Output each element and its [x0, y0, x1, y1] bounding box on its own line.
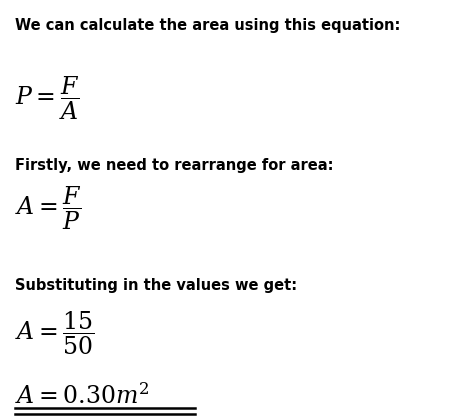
Text: $P = \dfrac{F}{A}$: $P = \dfrac{F}{A}$: [15, 75, 79, 122]
Text: $A = \dfrac{F}{P}$: $A = \dfrac{F}{P}$: [15, 185, 82, 232]
Text: We can calculate the area using this equation:: We can calculate the area using this equ…: [15, 18, 401, 33]
Text: $A = \dfrac{15}{50}$: $A = \dfrac{15}{50}$: [15, 310, 95, 357]
Text: Firstly, we need to rearrange for area:: Firstly, we need to rearrange for area:: [15, 158, 334, 173]
Text: $A = 0.30m^{2}$: $A = 0.30m^{2}$: [15, 383, 150, 409]
Text: Substituting in the values we get:: Substituting in the values we get:: [15, 278, 297, 293]
